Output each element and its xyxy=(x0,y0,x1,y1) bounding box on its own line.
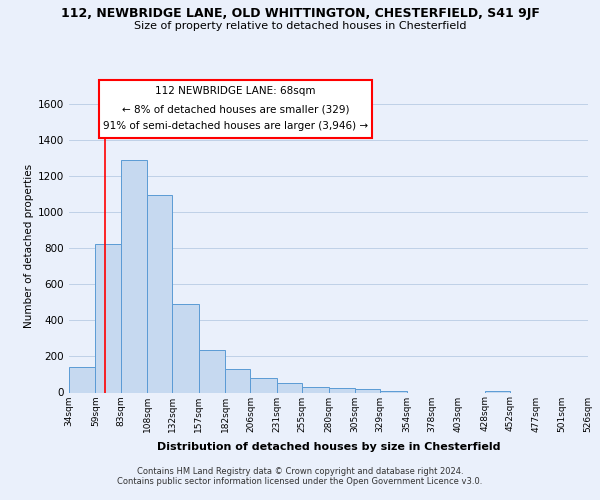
Bar xyxy=(121,160,147,392)
Bar xyxy=(95,244,121,392)
Bar xyxy=(199,350,225,393)
Bar xyxy=(225,369,250,392)
Text: 91% of semi-detached houses are larger (3,946) →: 91% of semi-detached houses are larger (… xyxy=(103,121,368,131)
Bar xyxy=(485,390,510,392)
Text: 112, NEWBRIDGE LANE, OLD WHITTINGTON, CHESTERFIELD, S41 9JF: 112, NEWBRIDGE LANE, OLD WHITTINGTON, CH… xyxy=(61,8,539,20)
Y-axis label: Number of detached properties: Number of detached properties xyxy=(24,164,34,328)
Bar xyxy=(302,387,329,392)
Text: 112 NEWBRIDGE LANE: 68sqm: 112 NEWBRIDGE LANE: 68sqm xyxy=(155,86,316,96)
Bar xyxy=(172,304,199,392)
Text: Contains HM Land Registry data © Crown copyright and database right 2024.
Contai: Contains HM Land Registry data © Crown c… xyxy=(118,466,482,486)
Bar xyxy=(329,388,355,392)
Bar xyxy=(147,195,172,392)
Bar xyxy=(69,367,95,392)
Bar xyxy=(277,382,302,392)
Text: Distribution of detached houses by size in Chesterfield: Distribution of detached houses by size … xyxy=(157,442,500,452)
Bar xyxy=(250,378,277,392)
Text: Size of property relative to detached houses in Chesterfield: Size of property relative to detached ho… xyxy=(134,21,466,31)
Bar xyxy=(380,390,407,392)
Bar xyxy=(355,389,380,392)
Text: ← 8% of detached houses are smaller (329): ← 8% of detached houses are smaller (329… xyxy=(122,104,349,114)
